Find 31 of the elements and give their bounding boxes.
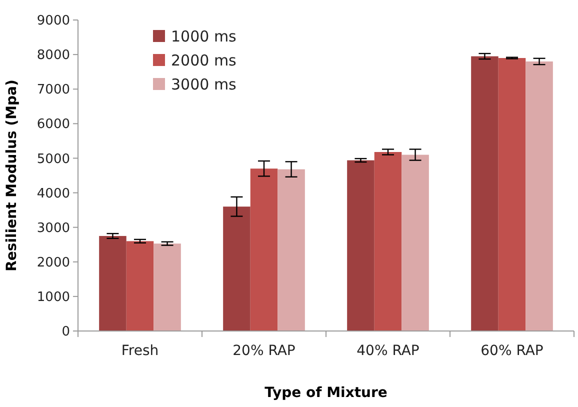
bar — [471, 56, 498, 331]
y-tick-label: 8000 — [36, 48, 70, 64]
x-tick-label: 40% RAP — [356, 343, 420, 359]
x-axis-title: Type of Mixture — [264, 385, 388, 401]
bar — [126, 241, 154, 331]
y-tick-label: 4000 — [36, 186, 70, 202]
legend-label: 2000 ms — [171, 51, 237, 70]
y-tick-label: 0 — [62, 324, 70, 340]
legend-label: 3000 ms — [171, 75, 237, 94]
bar — [223, 206, 250, 331]
legend-label: 1000 ms — [171, 27, 237, 46]
bar — [498, 58, 526, 331]
bar — [250, 168, 278, 331]
y-tick-label: 6000 — [36, 117, 70, 132]
bar — [402, 154, 429, 331]
y-axis-title: Resilient Modulus (Mpa) — [4, 80, 20, 272]
y-tick-label: 2000 — [36, 255, 70, 270]
y-tick-label: 5000 — [36, 152, 70, 167]
y-tick-label: 9000 — [36, 14, 70, 29]
x-tick-label: 20% RAP — [232, 343, 296, 359]
y-tick-label: 1000 — [36, 290, 70, 305]
y-tick-label: 3000 — [36, 220, 70, 236]
x-tick-label: 60% RAP — [480, 343, 544, 359]
x-tick-label: Fresh — [121, 343, 159, 359]
bar — [278, 169, 305, 331]
bar — [347, 160, 374, 331]
bar — [374, 152, 402, 331]
bar — [154, 244, 181, 331]
bar — [526, 61, 553, 331]
bar — [99, 236, 126, 331]
y-tick-label: 7000 — [36, 82, 70, 98]
